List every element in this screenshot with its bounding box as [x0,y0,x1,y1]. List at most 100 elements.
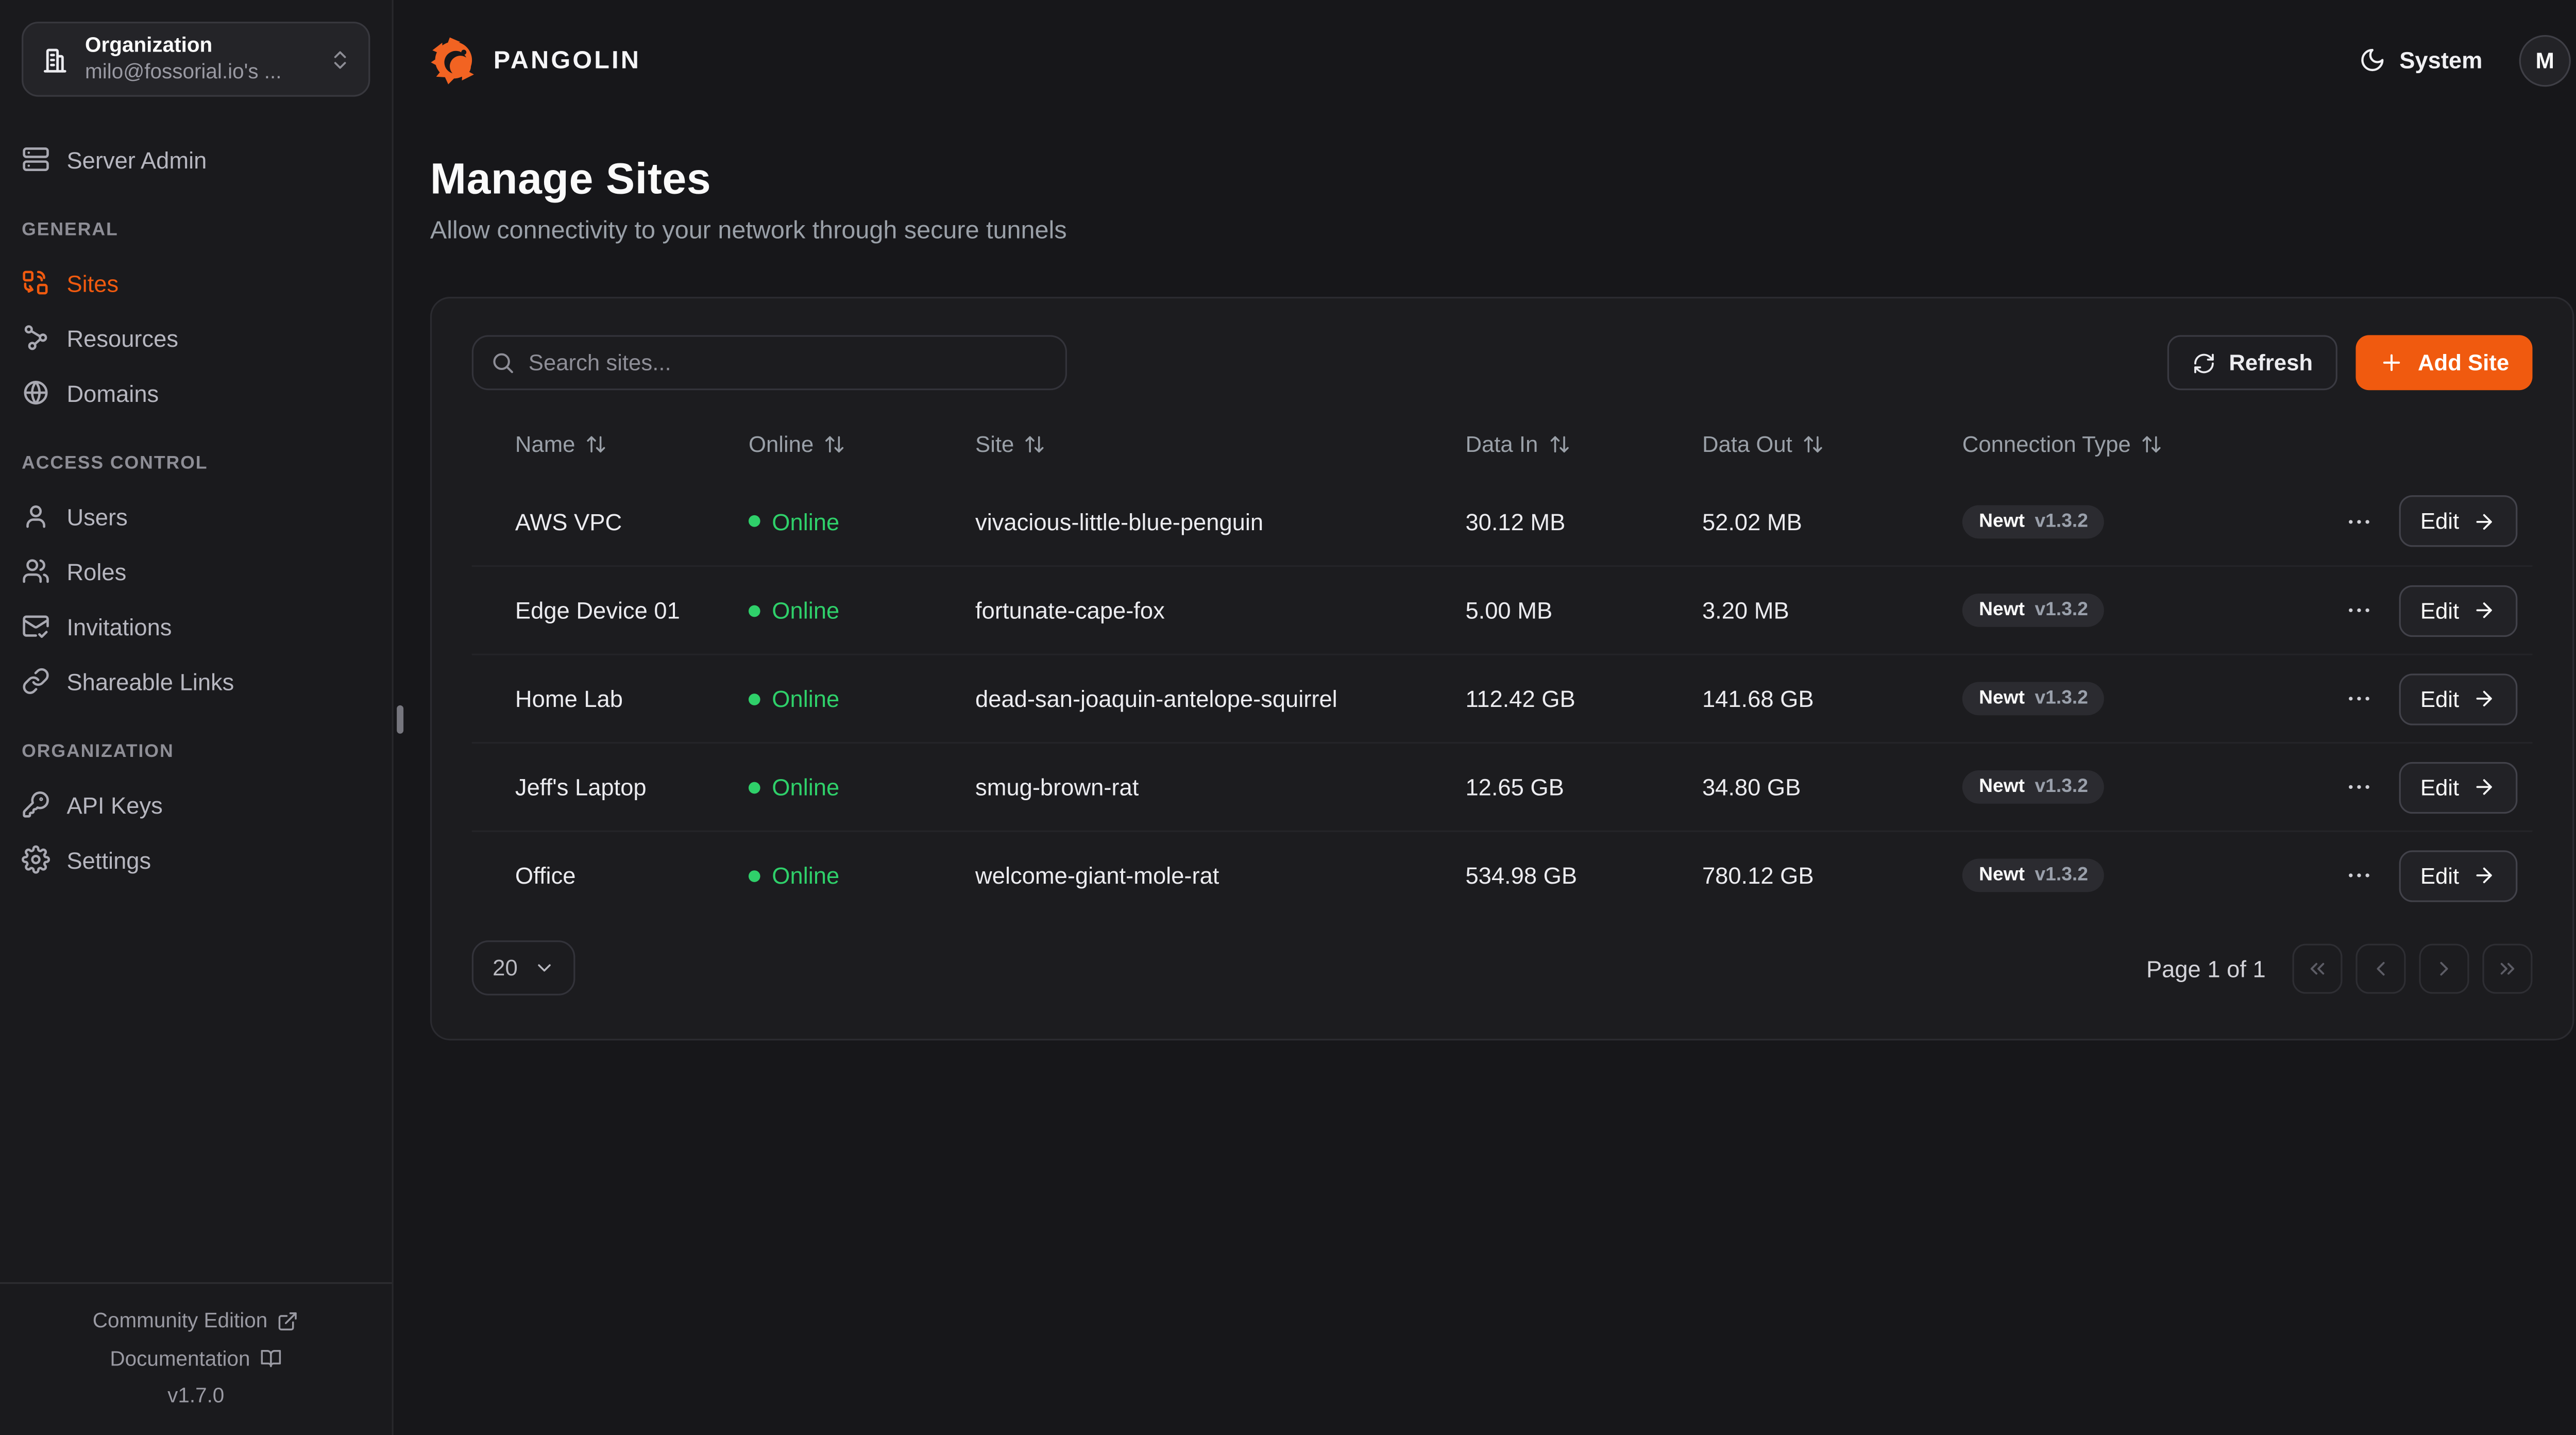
documentation-link[interactable]: Documentation [16,1340,375,1377]
card-footer: 20 Page 1 of 1 [471,940,2533,995]
next-page-button[interactable] [2419,942,2469,993]
users-icon [22,557,50,585]
cell-site: dead-san-joaquin-antelope-squirrel [975,685,1337,712]
sidebar-item-label: API Keys [66,791,163,818]
sidebar-section-heading: ACCESS CONTROL [22,453,208,474]
cell-site: vivacious-little-blue-penguin [975,508,1264,535]
refresh-button[interactable]: Refresh [2167,335,2338,391]
sidebar-item-api-keys[interactable]: API Keys [8,777,383,832]
pager: Page 1 of 1 [2146,942,2533,993]
online-status-dot [748,781,760,793]
cell-connection-type: Newt v1.3.2 [1962,504,2306,538]
sidebar-item-label: Users [66,502,128,530]
last-page-button[interactable] [2482,942,2533,993]
row-menu-button[interactable] [2342,770,2376,804]
edit-button-label: Edit [2420,598,2460,623]
refresh-label: Refresh [2229,350,2313,376]
row-menu-button[interactable] [2342,594,2376,627]
row-menu-button[interactable] [2342,504,2376,538]
sites-card: Refresh Add Site Name Online Site Data In Da… [430,297,2574,1041]
edit-button[interactable]: Edit [2398,761,2518,813]
sidebar-item-server-admin[interactable]: Server Admin [8,132,383,187]
avatar[interactable]: M [2519,34,2571,86]
sidebar-item-invitations[interactable]: Invitations [8,599,383,654]
arrow-right-icon [2472,687,2496,710]
cell-data-out: 34.80 GB [1702,773,1801,801]
cell-data-out: 3.20 MB [1702,597,1789,624]
ellipsis-icon [2345,774,2372,801]
cell-site: fortunate-cape-fox [975,597,1165,624]
edit-button-label: Edit [2420,774,2460,800]
column-header-connection-type[interactable]: Connection Type [1962,431,2306,456]
cell-data-out: 52.02 MB [1702,508,1802,535]
sidebar-item-resources[interactable]: Resources [8,310,383,365]
page-status: Page 1 of 1 [2146,954,2266,982]
edit-button[interactable]: Edit [2398,672,2518,725]
connection-type-name: Newt [1979,688,2025,709]
cell-data-out: 141.68 GB [1702,685,1814,712]
sidebar-item-roles[interactable]: Roles [8,544,383,599]
sidebar-item-settings[interactable]: Settings [8,832,383,887]
table-row: Office Online welcome-giant-mole-rat 534.98… [471,830,2533,919]
edit-button-label: Edit [2420,508,2460,534]
community-edition-link[interactable]: Community Edition [16,1302,375,1340]
sidebar-footer: Community Edition Documentation v1.7.0 [0,1282,392,1434]
cell-actions: Edit [2306,761,2518,813]
page-subtitle: Allow connectivity to your network throu… [430,216,1067,245]
plus-icon [2380,350,2405,376]
cell-data-in: 12.65 GB [1465,773,1564,801]
column-header-name[interactable]: Name [515,431,749,456]
connection-type-name: Newt [1979,865,2025,886]
sidebar-item-users[interactable]: Users [8,488,383,544]
connection-type-badge: Newt v1.3.2 [1962,770,2105,804]
row-menu-button[interactable] [2342,682,2376,716]
sidebar: Organization milo@fossorial.io's ... Ser… [0,0,394,1435]
column-header-online[interactable]: Online [749,431,975,456]
edit-button[interactable]: Edit [2398,495,2518,547]
resources-icon [22,324,50,352]
connection-type-badge: Newt v1.3.2 [1962,594,2105,627]
cell-connection-type: Newt v1.3.2 [1962,594,2306,627]
sidebar-item-sites[interactable]: Sites [8,255,383,310]
page-size-select[interactable]: 20 [471,940,575,995]
column-header-site[interactable]: Site [975,431,1465,456]
page-head: Manage Sites Allow connectivity to your … [394,120,2576,245]
brand-logo: PANGOLIN [430,36,641,85]
gear-icon [22,845,50,874]
topbar-right: System M [2360,34,2571,86]
sidebar-item-label: Sites [66,269,119,296]
arrow-right-icon [2472,510,2496,533]
connection-type-name: Newt [1979,511,2025,531]
theme-toggle[interactable]: System [2360,47,2482,73]
add-site-button[interactable]: Add Site [2356,335,2533,391]
online-status-dot [748,693,760,705]
column-header-data-in[interactable]: Data In [1465,431,1702,457]
online-status-label: Online [772,685,840,712]
cell-site: smug-brown-rat [975,773,1139,801]
edit-button-label: Edit [2420,686,2460,712]
previous-page-button[interactable] [2355,942,2406,993]
cell-online-status: Online [748,508,975,534]
edit-button[interactable]: Edit [2398,584,2518,636]
sidebar-item-domains[interactable]: Domains [8,365,383,420]
column-header-data-out[interactable]: Data Out [1702,431,1962,456]
cell-name: Home Lab [515,685,623,712]
cell-connection-type: Newt v1.3.2 [1962,682,2306,716]
ellipsis-icon [2345,597,2372,623]
page-size-value: 20 [493,955,518,981]
edit-button[interactable]: Edit [2398,849,2518,902]
sidebar-resize-handle[interactable] [397,705,403,734]
first-page-button[interactable] [2292,942,2343,993]
connection-type-name: Newt [1979,776,2025,797]
cell-name: AWS VPC [515,508,622,535]
search-input[interactable] [528,350,1049,376]
sidebar-item-label: Settings [66,846,151,873]
ellipsis-icon [2345,508,2372,534]
online-status-label: Online [772,597,840,624]
sidebar-item-shareable-links[interactable]: Shareable Links [8,654,383,709]
org-picker[interactable]: Organization milo@fossorial.io's ... [22,22,370,97]
connection-type-name: Newt [1979,600,2025,620]
column-label: Data In [1465,431,1538,457]
row-menu-button[interactable] [2342,859,2376,892]
